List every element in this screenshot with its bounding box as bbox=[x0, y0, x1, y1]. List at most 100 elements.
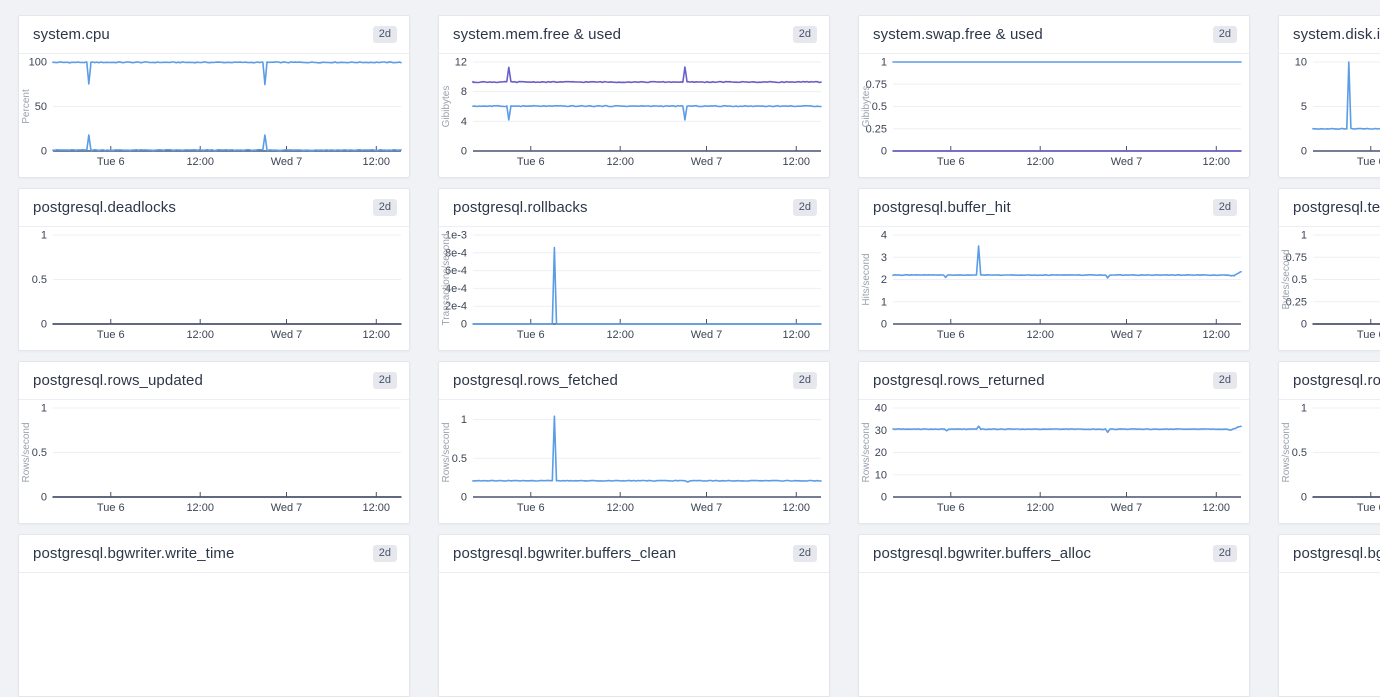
y-tick-labels: 10.50 bbox=[1292, 403, 1307, 504]
svg-text:12:00: 12:00 bbox=[186, 156, 214, 168]
chart-area[interactable]: 1 0.75 0.5 0.25 0 Gibibytes Tue 6 12:00 Wed 7 12:… bbox=[859, 54, 1249, 178]
y-tick-labels: 10.50 bbox=[452, 414, 467, 503]
svg-text:40: 40 bbox=[875, 403, 887, 415]
chart-area[interactable]: 4 3 2 1 0 Hits/second Tue 6 12:00 Wed 7 12:00 bbox=[859, 227, 1249, 351]
chart-canvas[interactable]: 1 0.75 0.5 0.25 0 Gibibytes Tue 6 12:00 Wed 7 12:… bbox=[859, 54, 1249, 178]
chart-area[interactable]: 100 50 0 Percent Tue 6 12:00 Wed 7 12:00 bbox=[19, 54, 409, 178]
svg-text:2: 2 bbox=[881, 274, 887, 286]
chart-canvas[interactable]: 12 8 4 0 Gibibytes Tue 6 12:00 Wed 7 12:00 bbox=[439, 54, 829, 178]
page: { "page": { "time_range_badge": "2d" }, … bbox=[18, 15, 1380, 697]
svg-text:4e-4: 4e-4 bbox=[445, 283, 467, 295]
chart-canvas[interactable] bbox=[439, 573, 829, 697]
svg-text:0: 0 bbox=[881, 492, 887, 504]
time-range-badge[interactable]: 2d bbox=[792, 199, 817, 216]
svg-text:8: 8 bbox=[461, 86, 467, 98]
y-axis-unit-label: Rows/second bbox=[861, 422, 872, 482]
y-gridlines bbox=[53, 61, 401, 107]
svg-text:Wed 7: Wed 7 bbox=[1111, 329, 1143, 341]
dashboard-grid: system.cpu 2d 100 50 0 Percent Tue 6 12:00 Wed… bbox=[18, 15, 1380, 697]
panel-title: postgresql.bgwriter.buffers_backend bbox=[1293, 545, 1380, 562]
time-range-badge[interactable]: 2d bbox=[1212, 372, 1237, 389]
svg-text:0.5: 0.5 bbox=[32, 447, 47, 459]
time-range-badge[interactable]: 2d bbox=[1212, 545, 1237, 562]
svg-text:30: 30 bbox=[875, 425, 887, 437]
chart-panel: postgresql.buffer_hit 2d 4 3 2 1 0 Hits/secon… bbox=[858, 188, 1250, 351]
panel-header: system.mem.free & used 2d bbox=[439, 16, 829, 54]
svg-text:Tue 6: Tue 6 bbox=[517, 156, 545, 168]
chart-panel: system.cpu 2d 100 50 0 Percent Tue 6 12:00 Wed… bbox=[18, 15, 410, 178]
panel-header: postgresql.deadlocks 2d bbox=[19, 189, 409, 227]
svg-text:0: 0 bbox=[881, 146, 887, 158]
chart-canvas[interactable] bbox=[859, 573, 1249, 697]
svg-text:1: 1 bbox=[881, 296, 887, 308]
chart-area[interactable]: 1e-3 8e-4 6e-4 4e-4 2e-4 0 Transactions/second… bbox=[439, 227, 829, 351]
chart-canvas[interactable] bbox=[19, 573, 409, 697]
svg-text:12: 12 bbox=[455, 57, 467, 69]
time-range-badge[interactable]: 2d bbox=[372, 26, 397, 43]
chart-area[interactable]: 40 30 20 10 0 Rows/second Tue 6 12:00 Wed 7 12:00 bbox=[859, 400, 1249, 524]
svg-text:0: 0 bbox=[461, 492, 467, 504]
chart-canvas[interactable]: 1e-3 8e-4 6e-4 4e-4 2e-4 0 Transactions/second… bbox=[439, 227, 829, 351]
svg-text:12:00: 12:00 bbox=[606, 156, 634, 168]
panel-header: postgresql.rows_inserted 2d bbox=[1279, 362, 1380, 400]
y-axis-unit-label: Gibibytes bbox=[441, 86, 452, 128]
time-range-badge[interactable]: 2d bbox=[792, 545, 817, 562]
chart-canvas[interactable] bbox=[1279, 573, 1380, 697]
svg-text:0: 0 bbox=[881, 319, 887, 331]
series-line bbox=[52, 61, 402, 86]
svg-text:0: 0 bbox=[41, 492, 47, 504]
chart-panel: postgresql.rows_updated 2d 1 0.5 0 Rows/sec… bbox=[18, 361, 410, 524]
panel-title: postgresql.bgwriter.write_time bbox=[33, 545, 235, 562]
panel-header: postgresql.bgwriter.write_time 2d bbox=[19, 535, 409, 573]
panel-header: postgresql.bgwriter.buffers_backend 2d bbox=[1279, 535, 1380, 573]
time-range-badge[interactable]: 2d bbox=[792, 372, 817, 389]
time-range-badge[interactable]: 2d bbox=[792, 26, 817, 43]
svg-text:Wed 7: Wed 7 bbox=[271, 156, 303, 168]
chart-area[interactable] bbox=[859, 573, 1249, 697]
chart-canvas[interactable]: 40 30 20 10 0 Rows/second Tue 6 12:00 Wed 7 12:00 bbox=[859, 400, 1249, 524]
chart-panel: postgresql.bgwriter.buffers_backend 2d bbox=[1278, 534, 1380, 697]
svg-text:12:00: 12:00 bbox=[1026, 329, 1054, 341]
panel-title: postgresql.temp_bytes bbox=[1293, 199, 1380, 216]
chart-area[interactable] bbox=[439, 573, 829, 697]
svg-text:Tue 6: Tue 6 bbox=[937, 156, 965, 168]
y-gridlines bbox=[1313, 407, 1380, 453]
svg-text:0.5: 0.5 bbox=[872, 101, 887, 113]
chart-canvas[interactable]: 4 3 2 1 0 Hits/second Tue 6 12:00 Wed 7 12:00 bbox=[859, 227, 1249, 351]
time-range-badge[interactable]: 2d bbox=[1212, 26, 1237, 43]
svg-text:2e-4: 2e-4 bbox=[445, 301, 467, 313]
panel-title: system.disk.in_use bbox=[1293, 26, 1380, 43]
chart-area[interactable]: 12 8 4 0 Gibibytes Tue 6 12:00 Wed 7 12:00 bbox=[439, 54, 829, 178]
panel-title: postgresql.rows_inserted bbox=[1293, 372, 1380, 389]
time-range-badge[interactable]: 2d bbox=[372, 199, 397, 216]
time-range-badge[interactable]: 2d bbox=[372, 372, 397, 389]
svg-text:0.5: 0.5 bbox=[1292, 274, 1307, 286]
time-range-badge[interactable]: 2d bbox=[372, 545, 397, 562]
chart-area[interactable] bbox=[1279, 573, 1380, 697]
svg-text:12:00: 12:00 bbox=[606, 329, 634, 341]
chart-canvas[interactable]: 100 50 0 Percent Tue 6 12:00 Wed 7 12:00 bbox=[19, 54, 409, 178]
svg-text:0.25: 0.25 bbox=[1286, 296, 1307, 308]
svg-text:Tue 6: Tue 6 bbox=[97, 156, 125, 168]
chart-area[interactable]: 1 0.5 0 Tue 6 12:00 Wed 7 12:00 bbox=[19, 227, 409, 351]
time-range-badge[interactable]: 2d bbox=[1212, 199, 1237, 216]
chart-area[interactable] bbox=[19, 573, 409, 697]
chart-panel: postgresql.bgwriter.write_time 2d bbox=[18, 534, 410, 697]
